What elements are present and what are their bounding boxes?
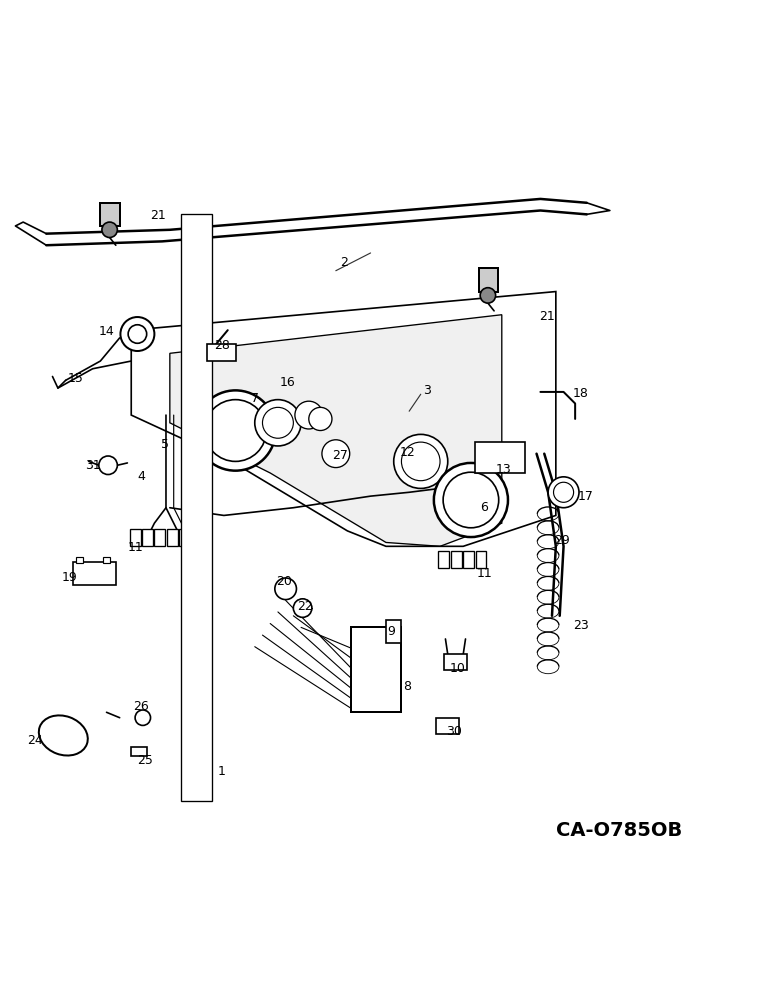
Text: 8: 8 xyxy=(403,680,411,693)
Text: 20: 20 xyxy=(276,575,293,588)
Circle shape xyxy=(275,578,296,600)
Text: 1: 1 xyxy=(218,765,225,778)
Bar xyxy=(142,529,153,546)
Bar xyxy=(103,557,110,563)
Circle shape xyxy=(322,440,350,468)
Text: 16: 16 xyxy=(279,376,295,389)
Bar xyxy=(179,529,190,546)
Bar xyxy=(463,551,474,568)
Text: 18: 18 xyxy=(573,387,589,400)
Text: 3: 3 xyxy=(423,384,431,397)
Bar xyxy=(476,551,486,568)
Polygon shape xyxy=(170,315,502,546)
Bar xyxy=(207,344,236,361)
Bar xyxy=(438,551,449,568)
Text: 9: 9 xyxy=(388,625,395,638)
Text: 28: 28 xyxy=(215,339,231,352)
Circle shape xyxy=(102,222,117,238)
Circle shape xyxy=(434,463,508,537)
Text: 4: 4 xyxy=(137,470,145,483)
Text: 15: 15 xyxy=(68,372,84,385)
Text: 11: 11 xyxy=(477,567,493,580)
Circle shape xyxy=(394,434,448,488)
Bar xyxy=(167,529,178,546)
Bar xyxy=(479,268,498,292)
Text: CA-O785OB: CA-O785OB xyxy=(556,821,682,840)
Text: 25: 25 xyxy=(137,754,154,767)
Bar xyxy=(475,442,525,473)
Text: 23: 23 xyxy=(573,619,588,632)
Text: 7: 7 xyxy=(251,392,259,405)
Text: 17: 17 xyxy=(577,490,594,503)
Circle shape xyxy=(262,407,293,438)
Text: 6: 6 xyxy=(480,501,488,514)
Circle shape xyxy=(135,710,151,725)
Bar xyxy=(130,529,141,546)
Text: 11: 11 xyxy=(127,541,143,554)
Circle shape xyxy=(205,400,266,461)
Text: 10: 10 xyxy=(449,662,466,675)
Text: 14: 14 xyxy=(99,325,114,338)
Text: 27: 27 xyxy=(332,449,348,462)
Bar xyxy=(451,551,462,568)
Text: 24: 24 xyxy=(27,734,42,747)
Bar xyxy=(444,654,467,670)
Bar xyxy=(73,562,116,585)
Bar xyxy=(351,627,401,712)
Circle shape xyxy=(309,407,332,431)
Text: 31: 31 xyxy=(85,459,100,472)
Text: 12: 12 xyxy=(400,446,415,459)
Text: 21: 21 xyxy=(539,310,554,323)
Bar xyxy=(100,203,120,226)
Bar xyxy=(154,529,165,546)
Circle shape xyxy=(99,456,117,475)
Text: 13: 13 xyxy=(496,463,511,476)
Bar xyxy=(131,747,147,756)
Text: 21: 21 xyxy=(151,209,166,222)
Circle shape xyxy=(554,482,574,502)
Circle shape xyxy=(128,325,147,343)
Circle shape xyxy=(401,442,440,481)
Circle shape xyxy=(443,472,499,528)
Text: 26: 26 xyxy=(133,700,148,713)
Circle shape xyxy=(255,400,301,446)
Text: 2: 2 xyxy=(340,256,347,269)
Bar xyxy=(436,718,459,734)
Bar xyxy=(386,620,401,643)
Text: 29: 29 xyxy=(554,534,570,547)
Circle shape xyxy=(295,401,323,429)
Circle shape xyxy=(548,477,579,508)
Bar xyxy=(181,214,212,801)
Circle shape xyxy=(120,317,154,351)
Text: 19: 19 xyxy=(62,571,77,584)
Text: 22: 22 xyxy=(297,600,313,613)
Text: 5: 5 xyxy=(161,438,168,451)
Text: 30: 30 xyxy=(446,725,462,738)
Circle shape xyxy=(293,599,312,617)
Circle shape xyxy=(195,390,276,471)
Bar xyxy=(76,557,83,563)
Circle shape xyxy=(480,288,496,303)
